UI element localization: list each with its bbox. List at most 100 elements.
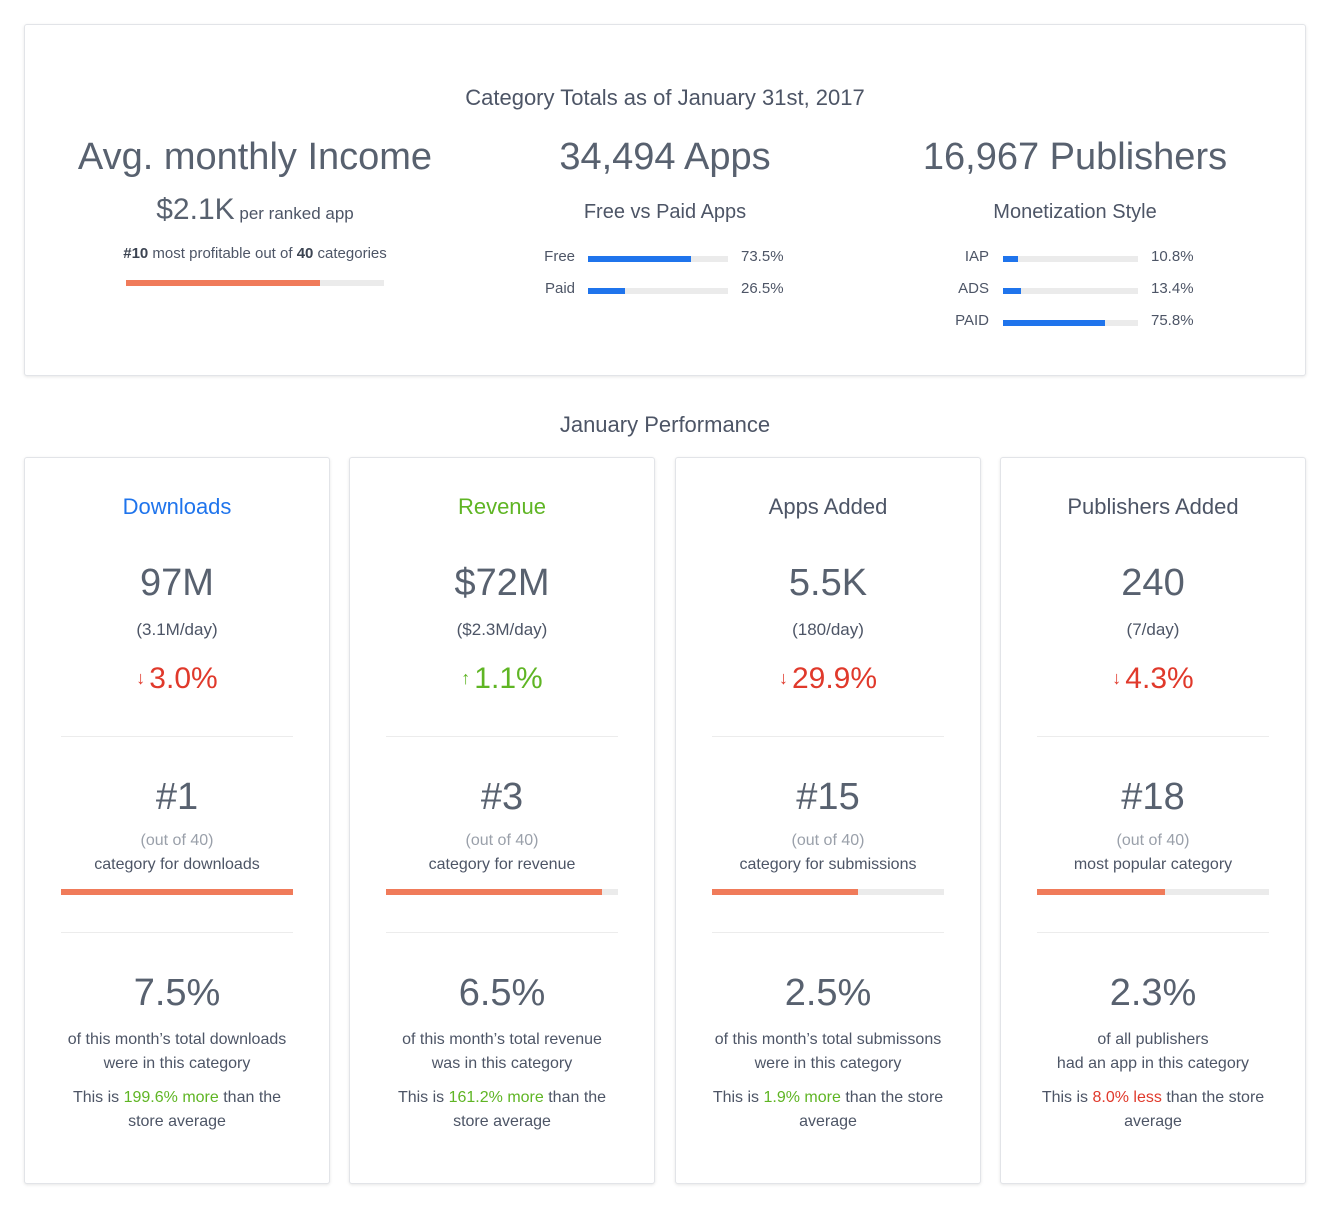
profitability-bar (126, 280, 384, 286)
app-type-bar-value: 73.5% (741, 248, 784, 265)
arrow-down-icon: ↓ (136, 668, 146, 688)
card-rank-out-of: (out of 40) (791, 832, 865, 849)
card-comparison: This is 1.9% more than the store average (712, 1086, 944, 1134)
card-comparison-suffix: than the store average (1124, 1089, 1265, 1130)
profitability-rank-text: #10 most profitable out of 40 categories (45, 245, 465, 262)
card-share-description: of all publishers had an app in this cate… (1025, 1028, 1281, 1076)
card-rank-description: category for downloads (94, 856, 260, 873)
card-comparison-value: 199.6% more (123, 1089, 219, 1106)
profitability-bar-fill (126, 280, 320, 286)
app-type-bar-track (588, 256, 728, 262)
arrow-down-icon: ↓ (1112, 668, 1122, 688)
card-title: Downloads (122, 494, 232, 519)
category-totals-title: Category Totals as of January 31st, 2017 (465, 85, 865, 110)
monetization-bar-label: IAP (964, 248, 989, 265)
card-rank-description: category for revenue (428, 856, 576, 873)
card-rank: #18 (1121, 776, 1185, 818)
card-share-line-2: was in this category (431, 1055, 573, 1072)
card-change-value: 1.1% (474, 662, 543, 695)
income-suffix: per ranked app (234, 204, 354, 223)
card-rank-bar-fill (1037, 889, 1165, 895)
card-share-percent: 2.5% (784, 972, 872, 1014)
card-comparison: This is 8.0% less than the store average (1037, 1086, 1269, 1134)
app-type-bar-row-free: Free 73.5% (455, 244, 875, 276)
card-total-value: 240 (1121, 562, 1185, 604)
card-rank-description: category for submissions (739, 856, 917, 873)
publishers-section: 16,967 Publishers Monetization Style IAP… (865, 125, 1285, 340)
card-share-line-2: had an app in this category (1056, 1055, 1250, 1072)
card-change-value: 3.0% (149, 662, 218, 695)
card-change: ↑ 1.1% (350, 662, 654, 696)
free-vs-paid-heading: Free vs Paid Apps (583, 201, 747, 223)
monetization-bar-row-paid: PAID 75.8% (865, 308, 1285, 340)
monetization-bar-track (1003, 320, 1138, 326)
divider (712, 932, 944, 933)
monetization-bar-label: PAID (955, 312, 989, 329)
monetization-bar-fill (1003, 256, 1018, 262)
income-value: $2.1K (156, 193, 235, 226)
card-daily-rate: ($2.3M/day) (456, 620, 548, 639)
monetization-style-heading: Monetization Style (993, 201, 1157, 223)
card-total-value: $72M (454, 562, 550, 604)
monetization-bar-fill (1003, 320, 1106, 326)
card-title: Revenue (457, 494, 547, 519)
card-share-line-2: were in this category (754, 1055, 902, 1072)
card-rank-out-of: (out of 40) (1116, 832, 1190, 849)
income-line: $2.1K per ranked app (45, 193, 465, 227)
avg-income-section: Avg. monthly Income $2.1K per ranked app… (45, 125, 465, 286)
monetization-bar-fill (1003, 288, 1022, 294)
card-share-line-2: were in this category (103, 1055, 251, 1072)
card-rank-description: most popular category (1073, 856, 1233, 873)
card-share-description: of this month’s total submissons were in … (700, 1028, 956, 1076)
profitability-rank-suffix: categories (313, 245, 387, 262)
divider (61, 932, 293, 933)
card-share-line-1: of this month’s total submissons (714, 1031, 942, 1048)
arrow-up-icon: ↑ (461, 668, 471, 688)
app-type-bar-track (588, 288, 728, 294)
january-performance-title: January Performance (559, 412, 771, 437)
card-rank: #3 (480, 776, 524, 818)
app-type-bar-row-paid: Paid 26.5% (455, 276, 875, 308)
divider (386, 736, 618, 737)
card-change-value: 4.3% (1125, 662, 1194, 695)
card-share-percent: 6.5% (458, 972, 546, 1014)
card-rank-bar-fill (61, 889, 293, 895)
card-title: Publishers Added (1067, 494, 1239, 519)
monetization-bar-track (1003, 288, 1138, 294)
card-comparison-suffix: than the store average (799, 1089, 944, 1130)
monetization-bar-row-iap: IAP 10.8% (865, 244, 1285, 276)
app-type-bar-value: 26.5% (741, 280, 784, 297)
card-total-value: 97M (140, 562, 214, 604)
profitability-total: 40 (296, 245, 314, 262)
card-comparison-prefix: This is (72, 1089, 124, 1106)
app-type-bar-fill (588, 288, 626, 294)
apps-count-heading: 34,494 Apps (559, 136, 771, 178)
card-publishers-added: Publishers Added 240 (7/day) ↓ 4.3% #18 (out o… (1000, 457, 1306, 1184)
monetization-bar-track (1003, 256, 1138, 262)
publishers-count-heading: 16,967 Publishers (922, 136, 1228, 178)
divider (1037, 932, 1269, 933)
free-vs-paid-bars: Free 73.5% Paid 26.5% (455, 244, 875, 308)
card-share-line-1: of all publishers (1097, 1031, 1209, 1048)
card-comparison-value: 161.2% more (448, 1089, 544, 1106)
card-comparison-prefix: This is (397, 1089, 449, 1106)
card-apps-added: Apps Added 5.5K (180/day) ↓ 29.9% #15 (out of … (675, 457, 981, 1184)
divider (61, 736, 293, 737)
card-share-line-1: of this month’s total downloads (67, 1031, 287, 1048)
card-rank: #1 (155, 776, 199, 818)
card-title: Apps Added (768, 494, 888, 519)
divider (1037, 736, 1269, 737)
divider (712, 736, 944, 737)
profitability-rank: #10 (123, 245, 149, 262)
card-comparison-value: 8.0% less (1092, 1089, 1162, 1106)
app-type-bar-fill (588, 256, 691, 262)
card-comparison: This is 199.6% more than the store avera… (61, 1086, 293, 1134)
card-rank-bar (1037, 889, 1269, 895)
card-change: ↓ 4.3% (1001, 662, 1305, 696)
monetization-bar-row-ads: ADS 13.4% (865, 276, 1285, 308)
card-share-line-1: of this month’s total revenue (402, 1031, 602, 1048)
card-rank-bar (386, 889, 618, 895)
card-share-description: of this month’s total downloads were in t… (49, 1028, 305, 1076)
apps-section: 34,494 Apps Free vs Paid Apps Free 73.5% P… (455, 125, 875, 308)
card-total-value: 5.5K (788, 562, 868, 604)
